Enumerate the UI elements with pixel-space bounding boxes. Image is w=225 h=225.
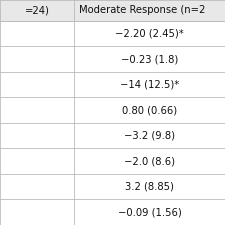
Bar (0, 46, 225, 72)
Text: −2.20 (2.45)*: −2.20 (2.45)* (115, 29, 184, 39)
Bar (0, 174, 225, 200)
Text: −0.09 (1.56): −0.09 (1.56) (118, 207, 182, 217)
Text: 0.80 (0.66): 0.80 (0.66) (122, 105, 177, 115)
Text: −2.0 (8.6): −2.0 (8.6) (124, 156, 175, 166)
Text: −14 (12.5)*: −14 (12.5)* (120, 80, 179, 90)
Bar (0, 72, 225, 97)
Bar (0, 97, 225, 123)
Text: 3.2 (8.85): 3.2 (8.85) (125, 182, 174, 192)
Bar (0, 148, 225, 174)
Bar (0, 0, 225, 21)
Bar (0, 123, 225, 148)
Text: Moderate Response (n=2: Moderate Response (n=2 (79, 5, 205, 16)
Text: =24): =24) (25, 5, 50, 16)
Bar (0, 200, 225, 225)
Bar (0, 21, 225, 46)
Text: −3.2 (9.8): −3.2 (9.8) (124, 131, 175, 141)
Text: −0.23 (1.8): −0.23 (1.8) (121, 54, 178, 64)
